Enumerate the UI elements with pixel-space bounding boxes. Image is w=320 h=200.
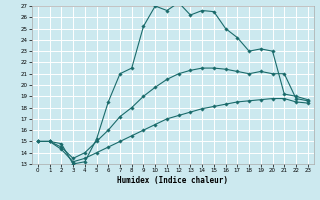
X-axis label: Humidex (Indice chaleur): Humidex (Indice chaleur) (117, 176, 228, 185)
